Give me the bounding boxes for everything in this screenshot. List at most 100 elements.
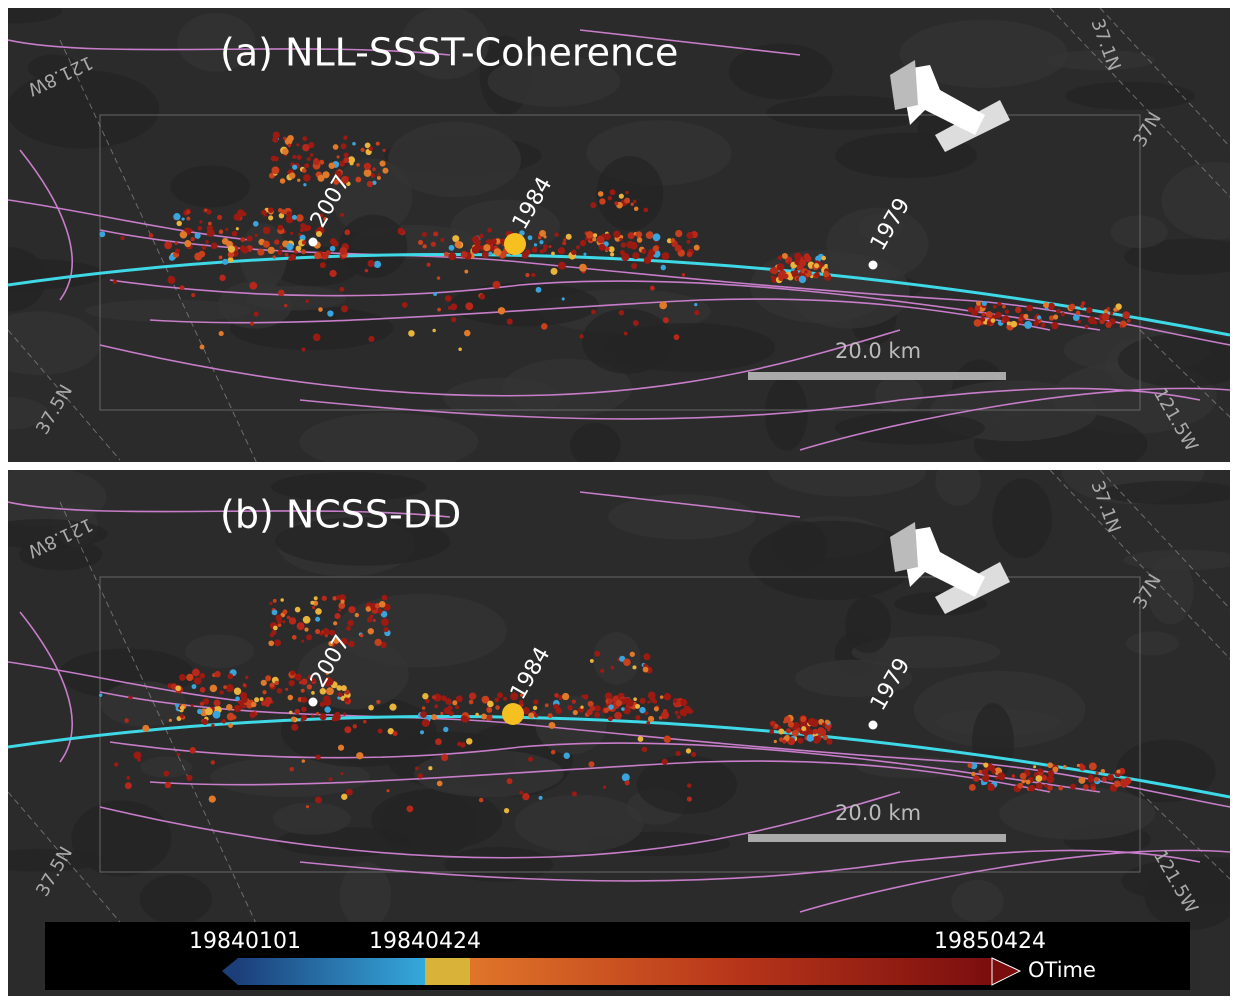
event-dot [422,232,427,237]
event-dot [288,695,294,701]
event-dot [771,275,774,278]
scale-label: 20.0 km [835,801,921,825]
event-dot [1038,768,1042,772]
event-dot [243,683,247,687]
event-dot [993,305,997,309]
event-dot [1089,762,1097,770]
event-dot [983,762,988,767]
event-dot [1070,784,1076,790]
event-dot [313,334,321,342]
event-dot [344,697,349,702]
event-dot [630,242,638,250]
event-dot [270,683,275,688]
event-dot [1076,311,1080,315]
event-dot [580,240,586,246]
event-dot [228,245,235,252]
event-dot [273,599,277,603]
event-dot [197,226,202,231]
map-panel: 20.0 km200719841979121.8W37.1N37N37.5N12… [0,0,1233,478]
event-dot [991,318,996,323]
event-dot [814,272,819,277]
event-dot [275,681,279,685]
event-dot [563,238,566,241]
event-dot [624,198,630,204]
event-dot [675,711,679,715]
event-dot [1047,762,1053,768]
scale-bar [748,834,1006,842]
event-dot [625,780,630,785]
event-dot [674,334,680,340]
colorbar-segment [238,958,425,985]
event-dot [367,260,374,267]
event-dot [222,259,228,265]
event-dot [623,658,631,666]
event-dot [455,241,462,248]
event-dot [360,148,364,152]
event-dot [1105,322,1111,328]
event-dot [277,688,283,694]
event-dot [536,287,542,293]
event-dot [614,712,622,720]
event-dot [273,131,280,138]
event-dot [373,619,376,622]
event-dot [640,698,646,704]
event-dot [635,704,640,709]
event-dot [590,202,596,208]
event-dot [539,230,546,237]
event-dot [298,233,301,236]
event-dot [285,253,289,257]
event-dot [498,307,505,314]
event-dot [301,249,306,254]
event-dot [588,761,594,767]
event-dot [261,210,266,215]
event-dot [792,730,799,737]
event-dot [255,234,258,237]
event-dot [1037,315,1041,319]
event-dot [1012,774,1016,778]
event-dot [777,263,785,271]
event-dot [376,700,380,704]
event-dot [822,722,826,726]
event-dot [276,614,283,621]
event-dot [662,252,670,260]
event-dot [194,677,202,685]
event-dot [982,769,988,775]
event-dot [305,225,311,231]
event-dot [353,724,357,728]
event-dot [286,211,292,217]
event-dot [202,719,208,725]
terrain-shade [1116,740,1215,803]
event-dot [300,223,306,229]
event-dot [192,669,200,677]
event-dot [206,209,211,214]
event-dot [663,317,669,323]
event-dot [1079,764,1085,770]
event-dot [415,767,419,771]
event-dot [641,249,646,254]
event-dot [605,247,609,251]
terrain-shade [992,478,1052,558]
event-dot [348,606,355,613]
map-content: 20.0 km200719841979121.8W37.1N37N37.5N12… [0,0,1233,478]
event-dot [995,312,1002,319]
event-dot [621,707,625,711]
event-dot [1085,325,1089,329]
event-dot [1034,321,1039,326]
event-dot [1091,321,1094,324]
event-dot [272,609,278,615]
event-dot [1127,319,1131,323]
event-dot [1101,769,1105,773]
event-dot [799,259,806,266]
event-dot [368,336,374,342]
event-dot [241,696,248,703]
event-dot [594,651,600,657]
event-dot [445,698,452,705]
event-dot [236,227,239,230]
event-dot [176,221,182,227]
event-dot [297,179,300,182]
event-dot [625,191,628,194]
event-dot [817,255,821,259]
event-dot [322,596,327,601]
event-dot [339,247,347,255]
event-dot [278,252,282,256]
